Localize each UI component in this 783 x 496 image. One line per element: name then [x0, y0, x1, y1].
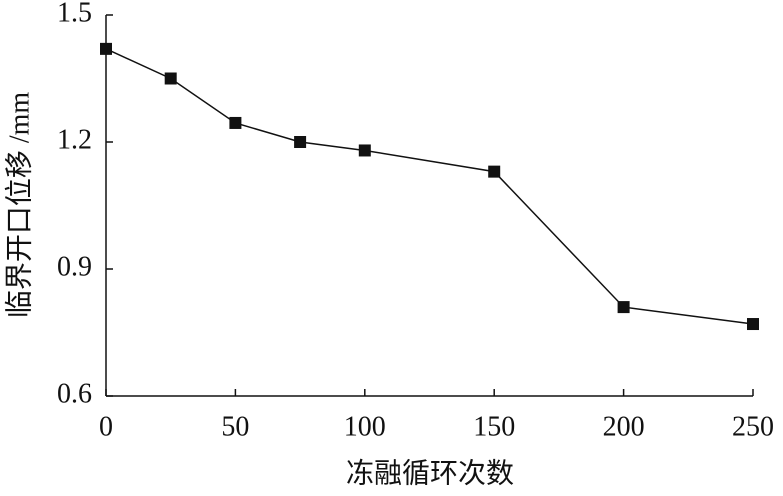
- x-tick-label: 150: [473, 411, 515, 442]
- x-tick-label: 0: [99, 411, 113, 442]
- marker: [747, 318, 759, 331]
- y-tick-label: 0.9: [57, 251, 92, 282]
- line: [105, 48, 754, 325]
- marker: [294, 136, 307, 148]
- x-tick-label: 200: [603, 411, 645, 442]
- x-tick-label: 250: [732, 411, 774, 442]
- marker: [100, 42, 112, 55]
- y-tick-label: 1.5: [57, 0, 92, 28]
- x-axis-title: 冻融循环次数: [346, 457, 514, 489]
- marker: [229, 116, 242, 129]
- marker: [164, 72, 177, 85]
- x-tick-label: 100: [344, 411, 386, 442]
- marker: [617, 301, 630, 314]
- marker: [488, 165, 501, 178]
- y-axis-title: 临界开口位移 /mm: [3, 92, 35, 319]
- y-tick-label: 1.2: [57, 124, 92, 155]
- marker: [358, 144, 371, 157]
- y-tick-label: 0.6: [57, 378, 92, 409]
- x-tick-label: 50: [221, 411, 249, 442]
